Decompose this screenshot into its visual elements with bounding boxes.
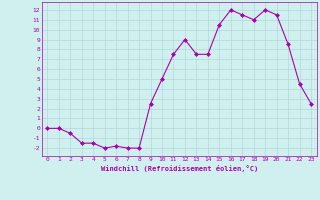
X-axis label: Windchill (Refroidissement éolien,°C): Windchill (Refroidissement éolien,°C) [100,165,258,172]
